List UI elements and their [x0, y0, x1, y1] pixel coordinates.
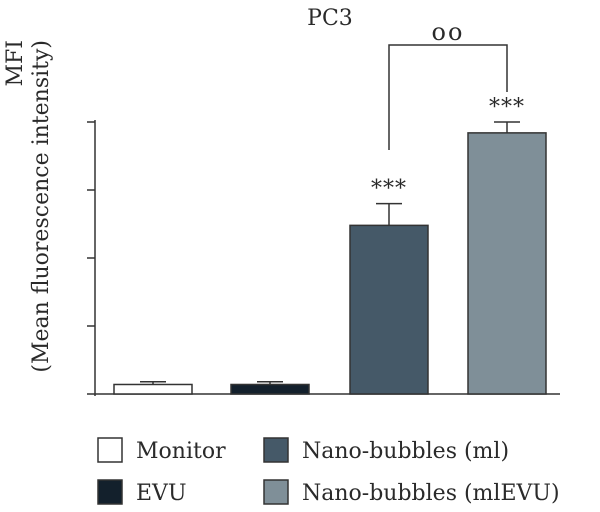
legend-swatch-3: [263, 479, 289, 505]
bar-3: [467, 132, 547, 395]
legend-label-0: Monitor: [136, 439, 226, 464]
legend-swatch-1: [97, 479, 123, 505]
legend-label-2: Nano-bubbles (ml): [302, 439, 509, 464]
y-axis-label-line1: MFI: [3, 40, 28, 86]
error-bars-group: [140, 121, 520, 385]
y-axis-label-group: MFI (Mean fluorescence intensity): [3, 40, 54, 373]
bar-0: [113, 383, 193, 395]
significance-label-2: ***: [371, 177, 407, 202]
legend: Monitor EVU Nano-bubbles (ml) Nano-bubbles …: [97, 437, 560, 506]
bar-1: [230, 383, 310, 395]
bar-2: [349, 224, 429, 395]
comparison-label: oo: [432, 18, 465, 46]
legend-swatch-0: [97, 437, 123, 463]
legend-label-1: EVU: [136, 481, 187, 506]
legend-label-3: Nano-bubbles (mlEVU): [302, 481, 560, 506]
bars-group: [113, 132, 547, 395]
y-axis-ticks: [87, 121, 95, 395]
significance-label-3: ***: [489, 95, 525, 120]
legend-swatch-2: [263, 437, 289, 463]
significance-group: *** *** oo: [371, 18, 525, 202]
comparison-bracket: [388, 44, 508, 150]
y-axis-label-line2: (Mean fluorescence intensity): [29, 40, 54, 373]
chart-title: PC3: [307, 6, 353, 31]
